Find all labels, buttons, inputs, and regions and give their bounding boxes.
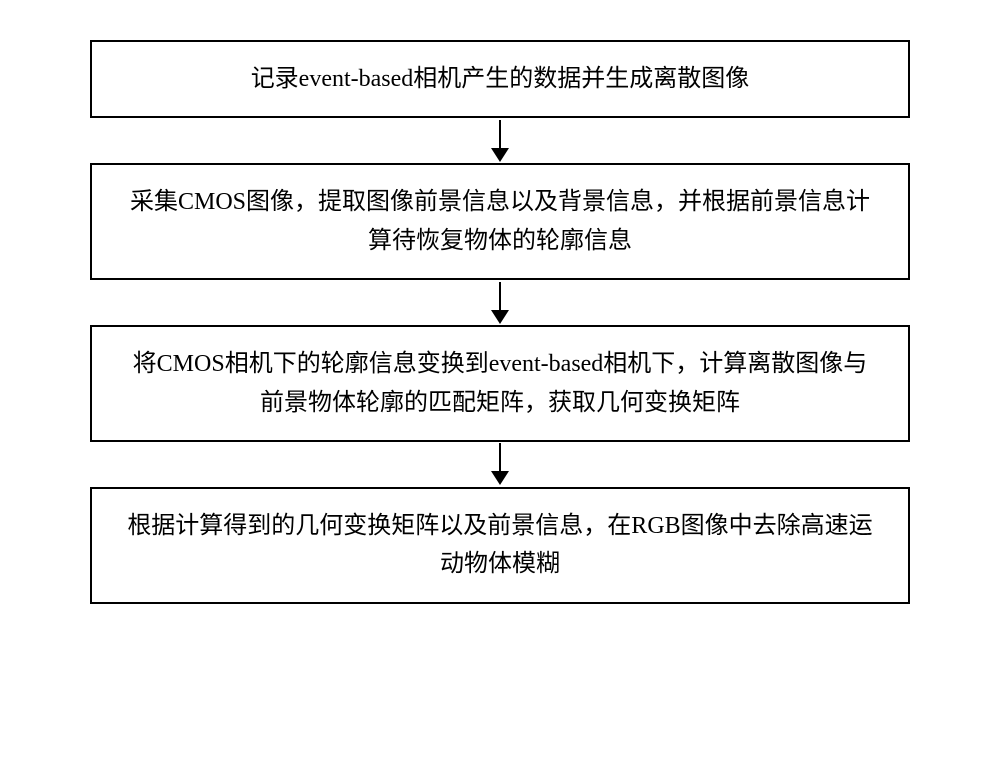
- step-4-text: 根据计算得到的几何变换矩阵以及前景信息，在RGB图像中去除高速运动物体模糊: [122, 507, 878, 584]
- arrow-line: [499, 120, 501, 148]
- flowchart-step-4: 根据计算得到的几何变换矩阵以及前景信息，在RGB图像中去除高速运动物体模糊: [90, 487, 910, 604]
- arrow-head-icon: [491, 148, 509, 162]
- step-3-text: 将CMOS相机下的轮廓信息变换到event-based相机下，计算离散图像与前景…: [122, 345, 878, 422]
- arrow-2: [491, 280, 509, 325]
- flowchart-step-3: 将CMOS相机下的轮廓信息变换到event-based相机下，计算离散图像与前景…: [90, 325, 910, 442]
- arrow-head-icon: [491, 471, 509, 485]
- arrow-1: [491, 118, 509, 163]
- step-1-text: 记录event-based相机产生的数据并生成离散图像: [251, 60, 750, 98]
- step-2-text: 采集CMOS图像，提取图像前景信息以及背景信息，并根据前景信息计算待恢复物体的轮…: [122, 183, 878, 260]
- flowchart-step-2: 采集CMOS图像，提取图像前景信息以及背景信息，并根据前景信息计算待恢复物体的轮…: [90, 163, 910, 280]
- arrow-line: [499, 282, 501, 310]
- flowchart-step-1: 记录event-based相机产生的数据并生成离散图像: [90, 40, 910, 118]
- arrow-line: [499, 443, 501, 471]
- arrow-head-icon: [491, 310, 509, 324]
- arrow-3: [491, 442, 509, 487]
